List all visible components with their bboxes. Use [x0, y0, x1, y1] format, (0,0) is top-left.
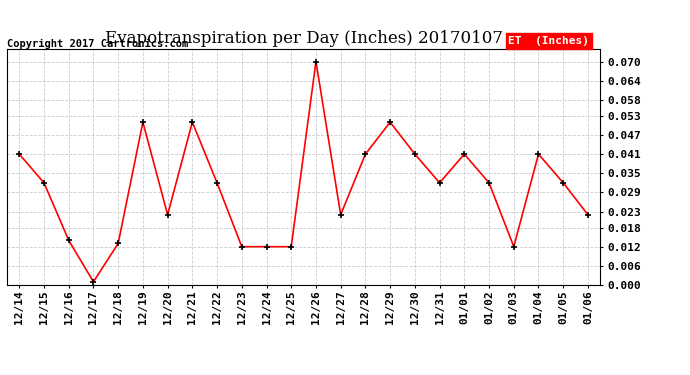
Title: Evapotranspiration per Day (Inches) 20170107: Evapotranspiration per Day (Inches) 2017…: [105, 30, 502, 47]
Text: Copyright 2017 Cartronics.com: Copyright 2017 Cartronics.com: [7, 39, 188, 49]
Text: ET  (Inches): ET (Inches): [509, 36, 589, 46]
